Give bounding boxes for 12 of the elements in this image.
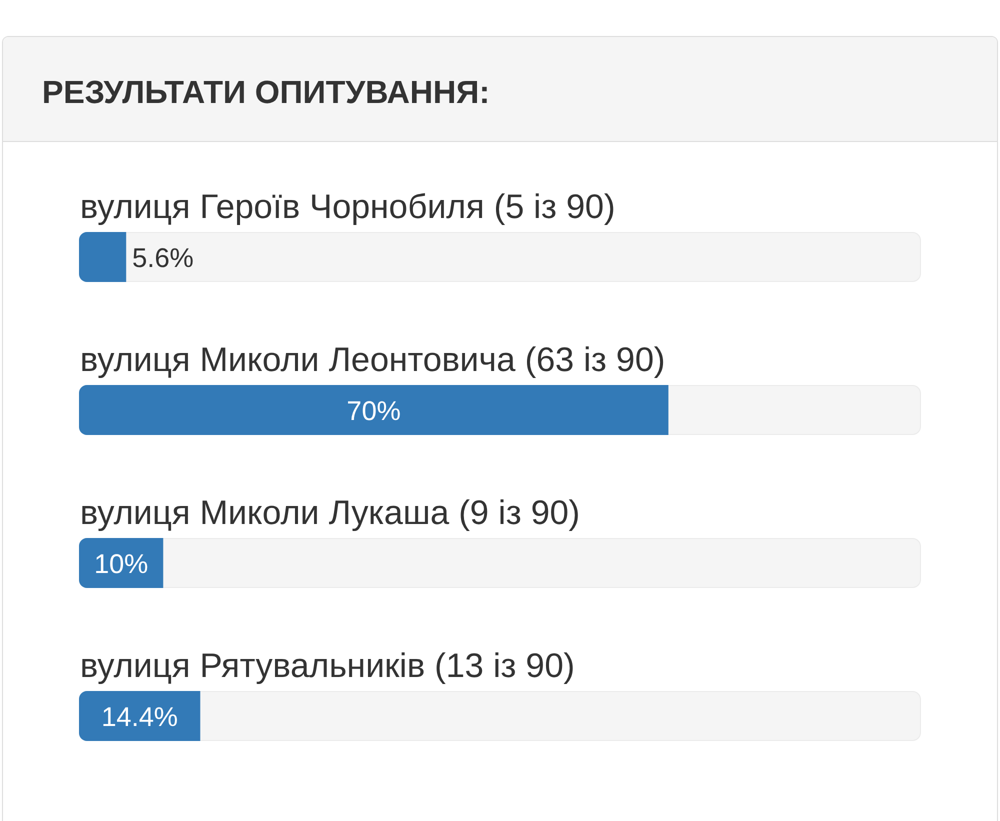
y-tick-label: вулиця Героїв Чорнобиля (5 із 90) (80, 188, 616, 226)
data-label: 70% (346, 396, 401, 426)
data-label: 10% (94, 549, 148, 579)
bar (79, 691, 200, 741)
data-label: 14.4% (101, 702, 178, 732)
y-tick-label: вулиця Рятувальників (13 із 90) (80, 647, 575, 685)
data-label: 5.6% (132, 243, 194, 273)
bar (79, 232, 126, 282)
bar (79, 538, 164, 588)
y-tick-label: вулиця Миколи Леонтовича (63 із 90) (80, 341, 666, 379)
chart-title: РЕЗУЛЬТАТИ ОПИТУВАННЯ: (42, 74, 490, 110)
y-tick-label: вулиця Миколи Лукаша (9 із 90) (80, 494, 580, 532)
